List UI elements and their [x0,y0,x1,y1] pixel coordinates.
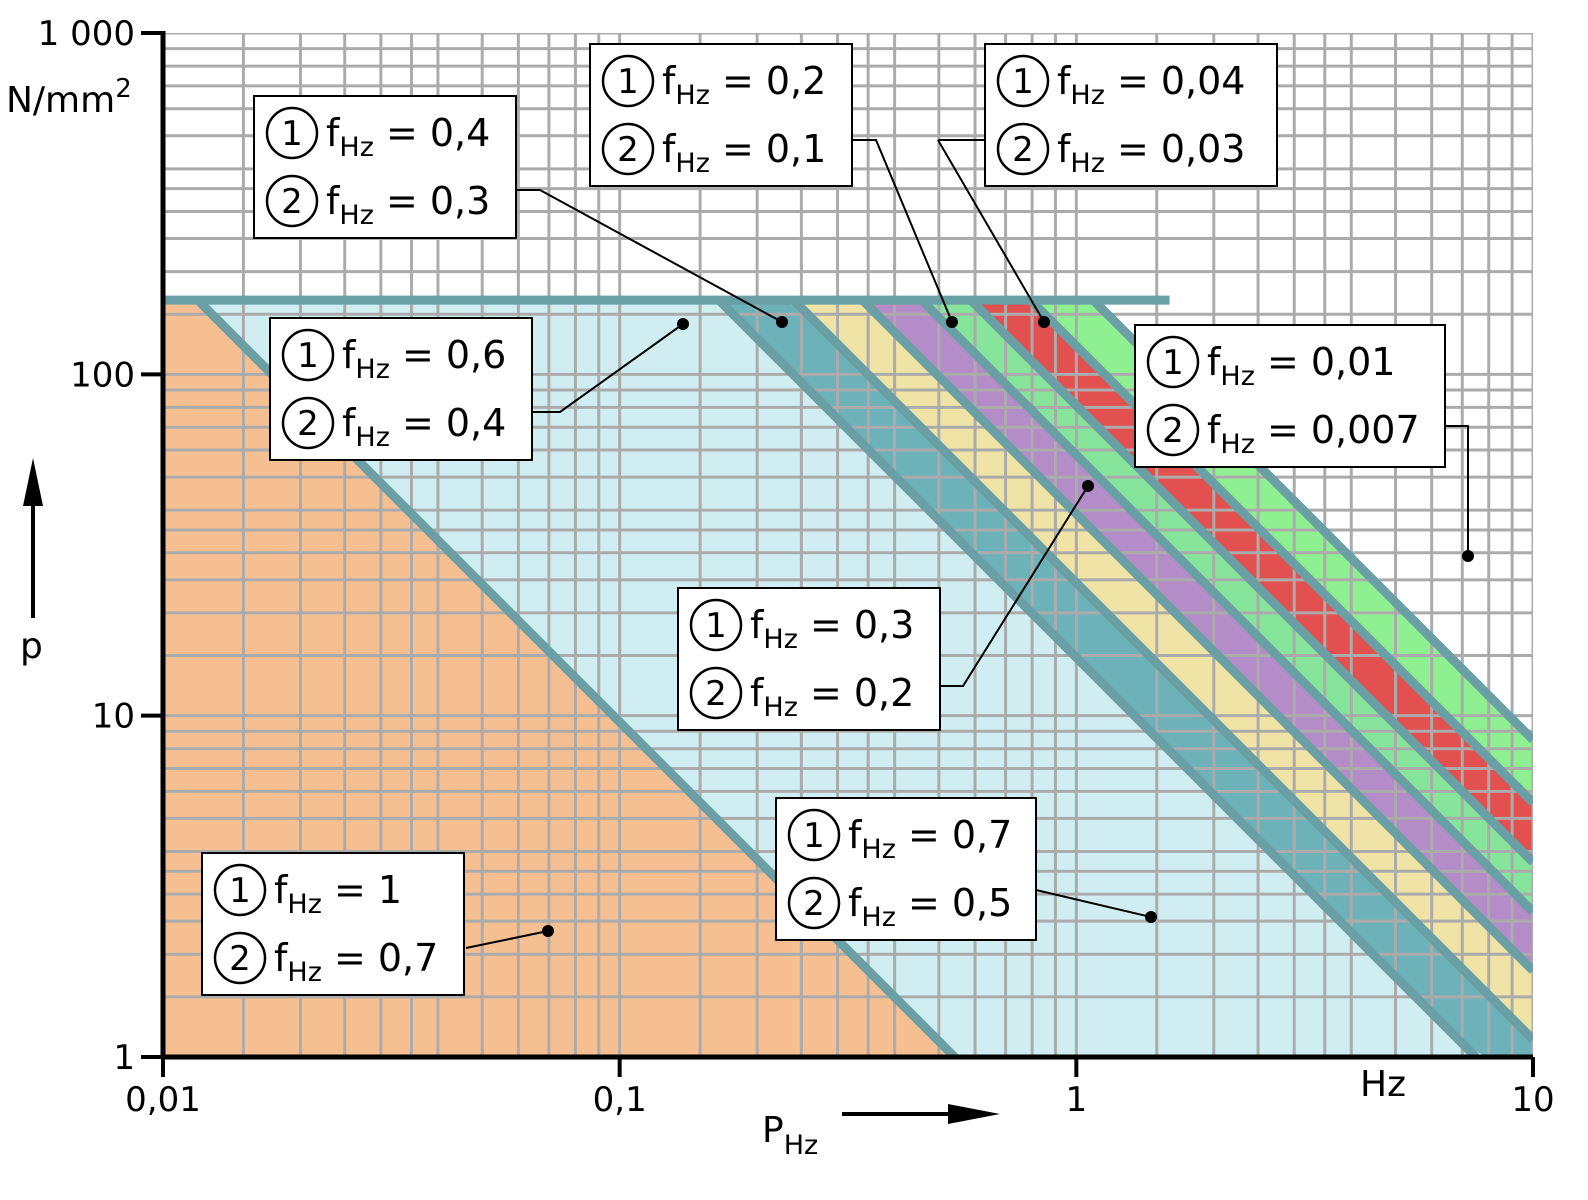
label-text-2: fHz = 0,2 [750,671,914,723]
boundary-line-5 [918,296,1533,915]
leader-dot-8 [1462,550,1474,562]
y-tick-label: 1 000 [38,14,135,54]
x-axis-label: PHz [762,1110,818,1161]
label-text-2: fHz = 0,03 [1057,127,1245,179]
label-text-2: fHz = 0,1 [662,127,826,179]
label-circle-number: 1 [281,114,303,154]
label-circle-number: 2 [705,674,727,714]
label-text-1: fHz = 0,3 [750,603,914,655]
zone-label-box-1: 1 fHz = 1 2 fHz = 0,7 [201,852,465,996]
label-text-1: fHz = 1 [274,868,402,920]
label-circle-1 [213,863,267,917]
y-axis-arrow [23,458,43,618]
label-circle-1 [281,328,335,382]
y-unit-label: N/mm2 [6,74,132,121]
label-circle-number: 1 [617,62,639,102]
label-text-1: fHz = 0,4 [326,111,490,163]
label-text-1: fHz = 0,6 [342,333,506,385]
zone-label-box-7: 1 fHz = 0,04 2 fHz = 0,03 [984,43,1278,187]
label-text-2: fHz = 0,5 [848,881,1012,933]
label-circle-1 [996,54,1050,108]
label-circle-number: 2 [281,182,303,222]
label-circle-number: 1 [1162,343,1184,383]
label-circle-2 [601,122,655,176]
label-text-1: fHz = 0,01 [1207,340,1395,392]
leader-line-4 [516,189,783,323]
label-circle-number: 1 [297,336,319,376]
x-tick-label: 1 [1066,1080,1088,1120]
zone-label-box-3: 1 fHz = 0,6 2 fHz = 0,4 [269,317,533,461]
leader-dot-3 [677,318,689,330]
zone-band-0 [163,300,1533,1057]
zone-label-box-4: 1 fHz = 0,4 2 fHz = 0,3 [253,95,517,239]
y-axis-label: p [20,626,43,667]
boundary-line-7 [1027,296,1533,806]
label-circle-number: 1 [705,606,727,646]
label-circle-number: 2 [1162,411,1184,451]
label-circle-number: 2 [803,884,825,924]
leader-dot-1 [542,925,554,937]
leader-line-7 [937,139,1045,323]
y-tick-label: 10 [92,697,135,737]
zone-label-box-5: 1 fHz = 0,3 2 fHz = 0,2 [677,587,941,731]
boundary-line-6 [967,296,1533,866]
boundary-line-4 [859,296,1533,974]
label-circle-1 [601,54,655,108]
label-circle-number: 2 [297,404,319,444]
leader-line-6 [852,139,953,323]
label-text-1: fHz = 0,04 [1057,59,1245,111]
leader-line-1 [465,930,549,949]
label-text-2: fHz = 0,4 [342,401,506,453]
zone-label-box-2: 1 fHz = 0,7 2 fHz = 0,5 [775,797,1037,941]
leader-line-2 [1035,889,1152,918]
label-circle-number: 1 [229,871,251,911]
x-unit-label: Hz [1360,1064,1406,1105]
leader-lines [465,139,1474,949]
boundary-line-3 [790,296,1533,1043]
x-tick-label: 0,1 [593,1080,647,1120]
x-tick-label: 0,01 [125,1080,201,1120]
label-circle-1 [1146,335,1200,389]
label-text-2: fHz = 0,3 [326,179,490,231]
label-circle-2 [1146,403,1200,457]
label-text-1: fHz = 0,2 [662,59,826,111]
label-circle-number: 2 [617,130,639,170]
label-circle-number: 2 [229,939,251,979]
leader-dot-4 [776,316,788,328]
leader-line-5 [940,485,1089,687]
axes [141,31,1535,1077]
x-tick-label: 10 [1511,1080,1554,1120]
leader-dot-6 [946,316,958,328]
x-axis-arrow [842,1104,1000,1124]
boundary-line-2 [715,296,1479,1057]
leader-dot-5 [1082,480,1094,492]
zone-label-box-6: 1 fHz = 0,2 2 fHz = 0,1 [589,43,853,187]
label-circle-number: 2 [1012,130,1034,170]
label-circle-2 [787,876,841,930]
label-circle-1 [787,808,841,862]
y-tick-label: 1 [113,1038,135,1078]
leader-dot-2 [1145,911,1157,923]
label-circle-number: 1 [803,816,825,856]
label-text-2: fHz = 0,007 [1207,408,1420,460]
label-circle-number: 1 [1012,62,1034,102]
label-circle-2 [689,666,743,720]
boundary-lines [163,295,1533,1057]
leader-dot-7 [1038,316,1050,328]
label-text-1: fHz = 0,7 [848,813,1012,865]
zone-labels: 1 fHz = 12 fHz = 0,71 fHz = 0,72 fHz = 0,51 f… [201,43,1446,996]
leader-line-3 [532,323,684,413]
leader-line-8 [1446,425,1469,556]
label-text-2: fHz = 0,7 [274,936,438,988]
tick-labels: 1 10 100 1 000 0,01 0,1 1 10 [38,14,1555,1120]
label-circle-1 [689,598,743,652]
label-circle-2 [996,122,1050,176]
label-circle-1 [265,106,319,160]
label-circle-2 [265,174,319,228]
label-circle-2 [281,396,335,450]
zone-label-box-8: 1 fHz = 0,01 2 fHz = 0,007 [1134,324,1446,468]
y-tick-label: 100 [70,355,135,395]
label-circle-2 [213,931,267,985]
